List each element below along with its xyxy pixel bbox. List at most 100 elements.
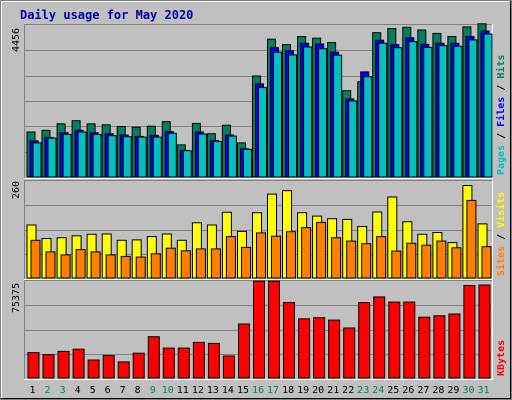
bar-pages-day-14: Pages 14: 1200	[227, 135, 237, 178]
legend-part: Hits	[495, 55, 507, 79]
bar-kbytes-day-30: KBytes 30: 71850	[463, 285, 476, 379]
x-tick-label-day-25: 25	[387, 385, 399, 396]
x-tick-label-day-31: 31	[477, 385, 489, 396]
panel-1-series-legend: Sites / Visits	[495, 192, 507, 276]
bar-sites-day-24: Sites 24: 111	[376, 236, 387, 279]
x-tick-label-day-14: 14	[222, 385, 234, 396]
bar-pages-day-25: Pages 25: 3790	[393, 47, 403, 178]
legend-part: Pages	[496, 145, 507, 175]
bar-kbytes-day-27: KBytes 27: 47260	[418, 316, 431, 379]
bar-sites-day-1: Sites 1: 101	[30, 239, 41, 279]
x-axis-day-labels: 1 2 3 4 5 6 7 8 9 10 11 12 13 14 15 16 17 18 19 20 21 22 23 24 2…	[29, 385, 489, 396]
bar-sites-day-31: Sites 31: 84	[481, 246, 492, 279]
x-tick-label-day-6: 6	[105, 385, 111, 396]
bar-kbytes-day-18: KBytes 18: 58680	[283, 302, 295, 379]
panel-2-series-legend: KBytes	[496, 340, 507, 376]
bar-sites-day-23: Sites 23: 92	[361, 243, 372, 279]
bar-kbytes-day-1: KBytes 1: 19750	[27, 352, 40, 379]
visits-sites-panel: Visits 1: 142Sites 1: 101Visits 2: 106Si…	[24, 180, 493, 280]
x-tick-label-day-22: 22	[342, 385, 354, 396]
bar-sites-day-21: Sites 21: 108	[331, 237, 342, 279]
bar-pages-day-22: Pages 22: 2230	[348, 100, 358, 178]
bar-pages-day-19: Pages 19: 3810	[303, 46, 313, 178]
panel-0-series-legend: Pages / Files / Hits	[495, 55, 507, 175]
bar-kbytes-day-16: KBytes 16: 75200	[253, 280, 265, 379]
bar-kbytes-day-20: KBytes 20: 46870	[313, 317, 326, 379]
x-tick-label-day-2: 2	[44, 385, 50, 396]
bar-pages-day-20: Pages 20: 3760	[318, 48, 328, 178]
x-tick-label-day-27: 27	[417, 385, 429, 396]
bar-pages-day-8: Pages 8: 1170	[137, 136, 147, 178]
hits-files-pages-panel: Hits 1: 1320Files 1: 1060Pages 1: 1000Hi…	[24, 23, 493, 179]
x-tick-label-day-21: 21	[327, 385, 339, 396]
bar-sites-day-20: Sites 20: 149	[316, 221, 327, 279]
bar-pages-day-6: Pages 6: 1210	[107, 135, 117, 178]
bar-sites-day-26: Sites 26: 93	[406, 242, 417, 279]
bar-kbytes-day-19: KBytes 19: 45970	[298, 318, 311, 379]
bar-sites-day-25: Sites 25: 72	[391, 250, 402, 279]
bar-pages-day-13: Pages 13: 1040	[212, 141, 222, 178]
bar-sites-day-3: Sites 3: 62	[60, 254, 71, 279]
panel-1-ymax-label: 260	[11, 181, 22, 199]
bar-kbytes-day-6: KBytes 6: 17480	[102, 355, 115, 379]
bar-kbytes-day-26: KBytes 26: 58980	[403, 301, 416, 379]
bar-pages-day-12: Pages 12: 1260	[197, 133, 207, 178]
legend-part: Visits	[495, 192, 507, 228]
x-tick-label-day-4: 4	[75, 385, 81, 396]
bar-sites-day-8: Sites 8: 56	[135, 256, 146, 279]
bar-kbytes-day-25: KBytes 25: 59010	[388, 301, 401, 379]
x-tick-label-day-20: 20	[312, 385, 324, 396]
bar-pages-day-17: Pages 17: 3660	[273, 51, 282, 178]
bar-kbytes-day-10: KBytes 10: 23200	[162, 347, 175, 379]
bar-kbytes-day-15: KBytes 15: 42000	[238, 323, 250, 379]
bar-pages-day-24: Pages 24: 3920	[378, 42, 388, 178]
panel-2-ymax-label: 75375	[11, 283, 22, 313]
bar-pages-day-23: Pages 23: 2940	[363, 76, 373, 178]
bar-kbytes-day-3: KBytes 3: 20660	[57, 350, 70, 379]
bar-sites-day-12: Sites 12: 78	[195, 248, 206, 279]
x-tick-label-day-28: 28	[432, 385, 444, 396]
bar-pages-day-29: Pages 29: 3830	[453, 45, 463, 178]
bar-sites-day-16: Sites 16: 121	[256, 232, 266, 279]
bar-sites-day-22: Sites 22: 99	[346, 240, 357, 279]
x-tick-label-day-15: 15	[237, 385, 249, 396]
bar-kbytes-day-24: KBytes 24: 63020	[373, 296, 386, 379]
bar-sites-day-2: Sites 2: 70	[45, 251, 56, 279]
chart-title: Daily usage for May 2020	[20, 8, 193, 22]
bar-kbytes-day-11: KBytes 11: 23250	[177, 347, 190, 379]
bar-pages-day-21: Pages 21: 3570	[333, 54, 343, 178]
bar-pages-day-16: Pages 16: 2620	[258, 87, 267, 178]
bar-kbytes-day-23: KBytes 23: 58600	[358, 302, 371, 379]
x-tick-label-day-19: 19	[297, 385, 309, 396]
bar-sites-day-9: Sites 9: 65	[150, 253, 161, 279]
bar-sites-day-7: Sites 7: 58	[120, 255, 131, 279]
x-tick-label-day-5: 5	[90, 385, 96, 396]
bar-sites-day-27: Sites 27: 88	[421, 244, 432, 279]
bar-kbytes-day-8: KBytes 8: 19300	[132, 352, 145, 379]
bar-sites-day-14: Sites 14: 111	[225, 236, 236, 279]
panel-0-ymax-label: 4456	[11, 28, 22, 52]
x-tick-label-day-26: 26	[402, 385, 414, 396]
x-tick-label-day-17: 17	[267, 385, 279, 396]
x-tick-label-day-3: 3	[60, 385, 66, 396]
bar-kbytes-day-17: KBytes 17: 75200	[268, 280, 280, 379]
bar-sites-day-13: Sites 13: 78	[210, 248, 221, 279]
legend-part: Files	[495, 97, 507, 127]
legend-part: Sites	[495, 246, 507, 276]
x-tick-label-day-13: 13	[207, 385, 219, 396]
bar-kbytes-day-5: KBytes 5: 13960	[87, 359, 100, 379]
x-tick-label-day-7: 7	[120, 385, 126, 396]
x-tick-label-day-18: 18	[282, 385, 294, 396]
bar-pages-day-3: Pages 3: 1250	[62, 133, 72, 178]
bar-pages-day-27: Pages 27: 3800	[423, 46, 433, 178]
bar-pages-day-30: Pages 30: 4020	[468, 39, 478, 178]
bar-kbytes-day-7: KBytes 7: 12520	[117, 361, 130, 379]
bar-sites-day-6: Sites 6: 62	[105, 254, 116, 279]
bar-sites-day-29: Sites 29: 81	[451, 247, 462, 279]
bar-pages-day-7: Pages 7: 1180	[122, 136, 132, 178]
bar-kbytes-day-22: KBytes 22: 38820	[343, 327, 356, 379]
x-tick-label-day-11: 11	[177, 385, 189, 396]
bar-sites-day-17: Sites 17: 112	[271, 235, 281, 279]
bar-sites-day-30: Sites 30: 208	[466, 199, 477, 279]
